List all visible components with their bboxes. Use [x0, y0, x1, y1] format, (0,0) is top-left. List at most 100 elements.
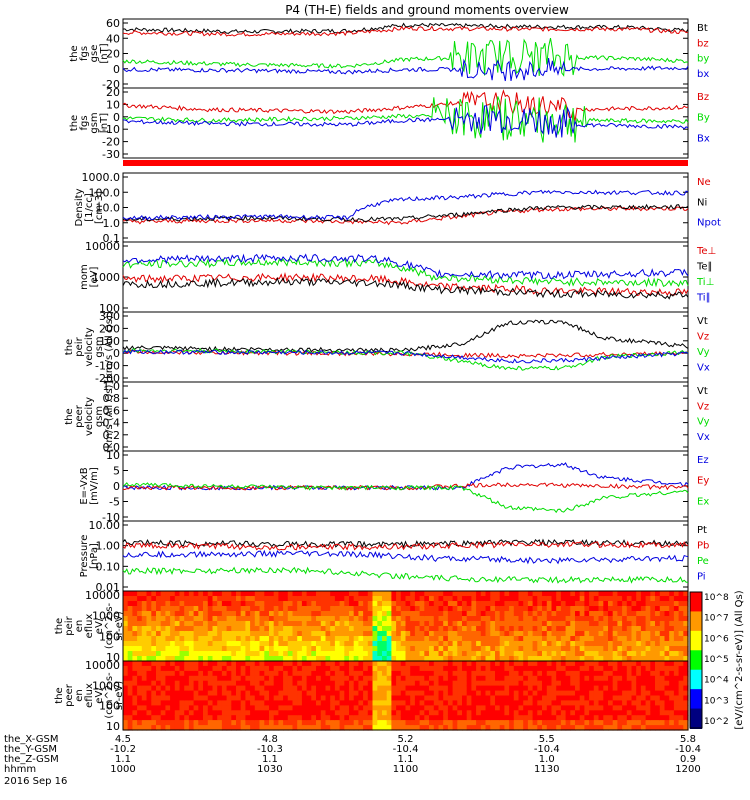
- heatmap-cell: [339, 646, 345, 652]
- heatmap-cell: [603, 611, 609, 617]
- heatmap-cell: [622, 621, 628, 627]
- heatmap-cell: [673, 685, 680, 692]
- heatmap-cell: [226, 606, 232, 612]
- heatmap-cell: [273, 631, 279, 637]
- heatmap-cell: [532, 720, 538, 726]
- heatmap-cell: [424, 715, 430, 721]
- heatmap-cell: [330, 621, 336, 627]
- heatmap-cell: [353, 675, 359, 682]
- heatmap-cell: [603, 596, 609, 602]
- heatmap-cell: [457, 631, 463, 637]
- heatmap-cell: [141, 665, 148, 672]
- heatmap-cell: [334, 695, 341, 701]
- heatmap-cell: [518, 725, 524, 731]
- heatmap-cell: [673, 705, 680, 711]
- heatmap-cell: [193, 680, 199, 687]
- heatmap-cell: [405, 656, 411, 662]
- heatmap-cell: [240, 710, 246, 716]
- heatmap-cell: [447, 636, 454, 642]
- heatmap-cell: [532, 685, 538, 692]
- heatmap-cell: [466, 710, 472, 716]
- heatmap-cell: [626, 646, 633, 652]
- heatmap-cell: [603, 626, 609, 632]
- heatmap-cell: [386, 626, 392, 632]
- heatmap-cell: [264, 651, 270, 657]
- heatmap-cell: [575, 616, 581, 622]
- heatmap-cell: [367, 626, 374, 632]
- heatmap-cell: [363, 606, 369, 612]
- heatmap-cell: [504, 646, 510, 652]
- heatmap-cell: [325, 690, 331, 697]
- heatmap-cell: [565, 690, 571, 697]
- heatmap-cell: [636, 601, 642, 607]
- heatmap-cell: [382, 596, 388, 602]
- heatmap-cell: [325, 656, 331, 662]
- heatmap-cell: [556, 710, 562, 716]
- heatmap-cell: [622, 656, 628, 662]
- heatmap-cell: [353, 631, 359, 637]
- heatmap-cell: [349, 715, 355, 721]
- heatmap-cell: [560, 616, 567, 622]
- heatmap-cell: [429, 720, 435, 726]
- heatmap-cell: [589, 680, 595, 687]
- heatmap-cell: [593, 700, 600, 706]
- heatmap-cell: [367, 715, 374, 721]
- heatmap-cell: [523, 611, 529, 617]
- heatmap-cell: [179, 670, 185, 677]
- heatmap-cell: [264, 720, 270, 726]
- heatmap-cell: [678, 705, 684, 711]
- heatmap-cell: [584, 606, 590, 612]
- heatmap-cell: [523, 626, 529, 632]
- heatmap-cell: [556, 621, 562, 627]
- heatmap-cell: [560, 680, 567, 687]
- heatmap-cell: [457, 611, 463, 617]
- heatmap-cell: [414, 651, 421, 657]
- heatmap-cell: [669, 601, 675, 607]
- heatmap-cell: [198, 665, 204, 672]
- heatmap-cell: [358, 606, 364, 612]
- heatmap-cell: [429, 646, 435, 652]
- heatmap-cell: [495, 700, 501, 706]
- heatmap-cell: [254, 685, 261, 692]
- heatmap-cell: [382, 601, 388, 607]
- heatmap-cell: [245, 626, 251, 632]
- heatmap-cell: [203, 656, 209, 662]
- heatmap-cell: [344, 631, 350, 637]
- heatmap-cell: [414, 715, 421, 721]
- heatmap-cell: [273, 656, 279, 662]
- heatmap-cell: [174, 680, 181, 687]
- heatmap-cell: [179, 636, 185, 642]
- legend-Vy: Vy: [697, 417, 710, 428]
- heatmap-cell: [382, 626, 388, 632]
- heatmap-cell: [589, 626, 595, 632]
- heatmap-cell: [297, 695, 303, 701]
- panel-frame: [122, 87, 689, 159]
- y-tick-label: -10: [102, 511, 120, 524]
- series-Bz: [122, 89, 689, 122]
- heatmap-cell: [184, 725, 190, 731]
- heatmap-cell: [631, 636, 637, 642]
- heatmap-cell: [344, 616, 350, 622]
- y-axis-label: [eV]: [89, 267, 100, 288]
- heatmap-cell: [457, 646, 463, 652]
- heatmap-cell: [655, 621, 661, 627]
- heatmap-cell: [669, 591, 675, 597]
- heatmap-cell: [254, 715, 261, 721]
- heatmap-cell: [316, 725, 322, 731]
- heatmap-cell: [254, 656, 261, 662]
- heatmap-cell: [603, 656, 609, 662]
- heatmap-cell: [250, 710, 256, 716]
- heatmap-cell: [184, 631, 190, 637]
- heatmap-cell: [636, 705, 642, 711]
- heatmap-cell: [490, 725, 496, 731]
- heatmap-cell: [146, 606, 152, 612]
- heatmap-cell: [396, 641, 402, 647]
- heatmap-cell: [123, 675, 129, 682]
- heatmap-cell: [330, 661, 336, 667]
- heatmap-cell: [485, 601, 491, 607]
- heatmap-cell: [146, 695, 152, 701]
- heatmap-cell: [593, 695, 600, 701]
- heatmap-cell: [462, 626, 468, 632]
- heatmap-cell: [542, 680, 548, 687]
- heatmap-cell: [132, 606, 138, 612]
